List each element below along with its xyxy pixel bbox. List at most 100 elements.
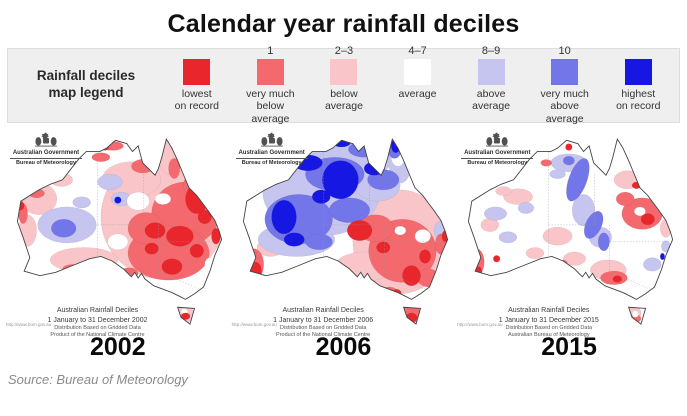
decile-patch (566, 158, 590, 202)
rainfall-deciles-legend: Rainfall deciles map legend lowest on rec… (7, 45, 680, 125)
coastline-outline (242, 138, 448, 325)
map-caption: Australian Rainfall Deciles 1 January to… (47, 307, 148, 339)
decile-patch (549, 169, 566, 179)
legend-heading-line2: map legend (48, 85, 124, 100)
decile-patch (283, 232, 305, 247)
decile-patch (379, 286, 398, 299)
coat-of-arms-icon (260, 132, 283, 147)
decile-patch (168, 158, 181, 179)
decile-patch (643, 257, 662, 272)
decile-patch (376, 241, 390, 254)
legend-swatch-highest (624, 58, 652, 85)
coat-of-arms-icon (34, 132, 58, 147)
decile-patch (660, 219, 672, 238)
legend-label: very much below average (246, 87, 295, 125)
legend-label: highest on record (616, 87, 661, 113)
decile-patch (107, 233, 129, 250)
decile-patch (632, 310, 640, 318)
bom-url-watermark: http://www.bom.gov.au (457, 322, 503, 328)
australia-rainfall-map-2006 (242, 138, 448, 325)
legend-swatch-very-much-above (551, 58, 579, 85)
logo-text-government: Australian Government (461, 150, 534, 159)
decile-patch (161, 258, 183, 275)
decile-patch (416, 268, 440, 288)
logo-text-government: Australian Government (10, 150, 82, 159)
decile-number: 4–7 (408, 44, 427, 57)
decile-patch (51, 219, 77, 238)
decile-patch (641, 213, 656, 226)
decile-patch (144, 242, 159, 255)
state-borders (548, 151, 670, 290)
decile-number: 1 (267, 44, 274, 57)
decile-patch (493, 255, 501, 263)
decile-patch (72, 196, 91, 209)
decile-patch (518, 202, 535, 214)
maps-row: Australian Government Bureau of Meteorol… (0, 129, 687, 362)
decile-patch (414, 229, 431, 244)
decile-patch (565, 143, 573, 151)
bom-logo: Australian Government Bureau of Meteorol… (235, 132, 308, 166)
legend-heading: Rainfall deciles map legend (12, 68, 160, 102)
decile-patch (91, 152, 111, 162)
decile-number (601, 45, 675, 58)
logo-text-bureau: Bureau of Meteorology (241, 159, 302, 166)
page-title: Calendar year rainfall deciles (167, 10, 520, 38)
legend-swatch-below-average (330, 58, 358, 85)
decile-patch (616, 192, 635, 206)
decile-patch (243, 226, 245, 246)
legend-swatch-lowest (183, 58, 211, 85)
legend-item-very-much-above: 10 very much above average (528, 45, 602, 125)
map-caption: Australian Rainfall Deciles 1 January to… (273, 307, 374, 339)
legend-items: lowest on record 1 very much below average… (160, 45, 675, 125)
legend-swatch-average (404, 58, 432, 85)
decile-patch (418, 249, 431, 264)
decile-patch (189, 243, 204, 258)
decile-patch (170, 141, 178, 151)
state-borders (322, 151, 444, 290)
bom-logo: Australian Government Bureau of Meteorol… (461, 132, 534, 166)
logo-text-bureau: Bureau of Meteorology (467, 159, 528, 166)
australia-rainfall-map-2002 (16, 138, 223, 325)
decile-patch (166, 225, 194, 247)
decile-patch (154, 193, 172, 205)
legend-label: average (398, 87, 437, 100)
map-panel-2015: Australian Government Bureau of Meteorol… (456, 129, 682, 362)
decile-patch (311, 189, 331, 204)
legend-label: lowest on record (174, 87, 219, 113)
decile-patch (498, 231, 518, 244)
legend-item-average: 4–7 average (381, 45, 455, 125)
legend-item-highest-on-record: highest on record (601, 45, 675, 125)
legend-swatch-very-much-below (256, 58, 284, 85)
decile-patch (185, 184, 209, 214)
legend-item-lowest-on-record: lowest on record (160, 45, 234, 125)
year-label: 2006 (315, 333, 372, 362)
decile-patch (563, 155, 575, 166)
decile-patch (304, 233, 333, 250)
decile-patch (197, 210, 212, 224)
legend-label: very much above average (540, 87, 589, 125)
decile-number: 10 (558, 44, 571, 57)
decile-number: 8–9 (481, 44, 501, 57)
decile-patch (563, 251, 587, 266)
decile-patch (495, 186, 512, 196)
logo-text-bureau: Bureau of Meteorology (16, 159, 76, 166)
decile-number: 2–3 (334, 44, 354, 57)
decile-patch (612, 275, 623, 283)
australia-rainfall-map-2015 (468, 138, 674, 325)
decile-patch (144, 222, 166, 239)
year-label: 2002 (90, 333, 146, 362)
decile-patch (321, 160, 359, 200)
coastline-outline (16, 138, 223, 325)
decile-patch (394, 225, 406, 236)
decile-patch (634, 206, 646, 217)
legend-swatch-above-average (477, 58, 505, 85)
legend-label: above average (472, 87, 511, 113)
decile-patch (114, 196, 122, 204)
decile-patch (503, 188, 534, 205)
legend-item-above-average: 8–9 above average (454, 45, 528, 125)
legend-label: below average (324, 87, 363, 113)
decile-patch (661, 240, 671, 253)
year-label: 2015 (541, 333, 597, 362)
state-borders (97, 151, 219, 290)
decile-patch (28, 188, 45, 198)
